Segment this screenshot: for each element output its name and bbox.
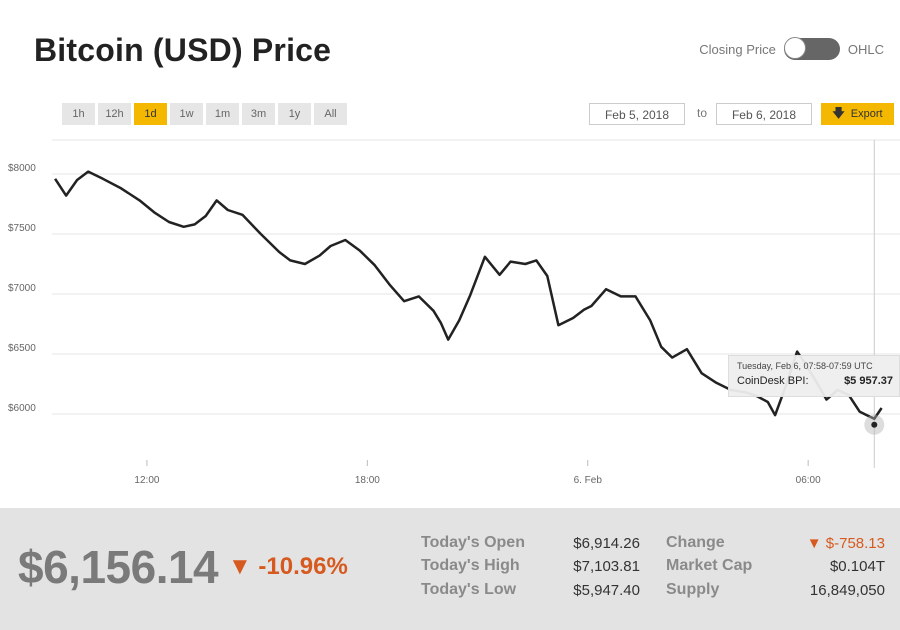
range-button-1y[interactable]: 1y	[278, 103, 311, 125]
stat-label-market-cap: Market Cap	[666, 557, 753, 574]
export-button[interactable]: 🡇 Export	[821, 103, 894, 125]
price-change-percent: ▼ -10.96%	[228, 553, 348, 580]
stat-value-supply: 16,849,050	[809, 582, 885, 599]
current-price: $6,156.14	[18, 541, 219, 593]
x-tick-label: 6. Feb	[574, 475, 603, 486]
download-arrow-icon: 🡇	[832, 105, 845, 120]
price-mode-toggle[interactable]	[783, 37, 840, 60]
stat-value-low: $5,947.40	[573, 582, 640, 599]
stat-value-market-cap: $0.104T	[829, 558, 885, 575]
stat-label-low: Today's Low	[421, 581, 517, 598]
page-title: Bitcoin (USD) Price	[34, 32, 332, 68]
tooltip-time: Tuesday, Feb 6, 07:58-07:59 UTC	[737, 361, 873, 371]
price-series-line[interactable]	[54, 170, 883, 421]
range-button-12h[interactable]: 12h	[98, 103, 131, 125]
range-selector: 1h 12h 1d 1w 1m 3m 1y All	[62, 103, 347, 125]
x-tick-label: 12:00	[134, 475, 159, 486]
stat-value-high: $7,103.81	[573, 558, 640, 575]
x-tick-label: 18:00	[355, 475, 380, 486]
stat-label-high: Today's High	[421, 557, 520, 574]
ohlc-label: OHLC	[847, 41, 884, 57]
x-tick-label: 06:00	[796, 475, 821, 486]
stat-value-change: ▼ $-758.13	[806, 535, 885, 552]
summary-panel: $6,156.14 ▼ -10.96% Today's Open $6,914.…	[0, 508, 900, 630]
chart-tooltip: Tuesday, Feb 6, 07:58-07:59 UTC CoinDesk…	[728, 355, 900, 397]
range-button-1m[interactable]: 1m	[206, 103, 239, 125]
y-tick-label: $7000	[8, 283, 36, 294]
date-to-label: to	[697, 106, 708, 120]
hover-marker	[871, 421, 878, 428]
range-button-1h[interactable]: 1h	[62, 103, 95, 125]
tooltip-label: CoinDesk BPI:	[737, 375, 809, 387]
export-label: Export	[850, 108, 883, 120]
price-chart[interactable]: $6000 $6500 $7000 $7500 $8000 12:00 18:00 6. Fe…	[0, 138, 900, 508]
range-button-all[interactable]: All	[314, 103, 347, 125]
toggle-knob	[783, 37, 806, 59]
stat-label-supply: Supply	[666, 581, 720, 598]
stat-value-open: $6,914.26	[573, 535, 640, 552]
date-from-input[interactable]: Feb 5, 2018	[589, 103, 685, 125]
date-to-input[interactable]: Feb 6, 2018	[716, 103, 812, 125]
range-button-1w[interactable]: 1w	[170, 103, 203, 125]
y-tick-label: $8000	[8, 163, 36, 174]
closing-price-label: Closing Price	[699, 41, 776, 57]
stat-label-change: Change	[666, 534, 725, 551]
tooltip-value: $5 957.37	[844, 375, 893, 387]
y-tick-label: $6500	[8, 343, 36, 354]
y-tick-label: $7500	[8, 223, 36, 234]
y-tick-label: $6000	[8, 403, 36, 414]
range-button-1d[interactable]: 1d	[134, 103, 167, 125]
range-button-3m[interactable]: 3m	[242, 103, 275, 125]
stat-label-open: Today's Open	[421, 534, 525, 551]
price-mode-toggle-group: Closing Price OHLC	[699, 37, 884, 60]
